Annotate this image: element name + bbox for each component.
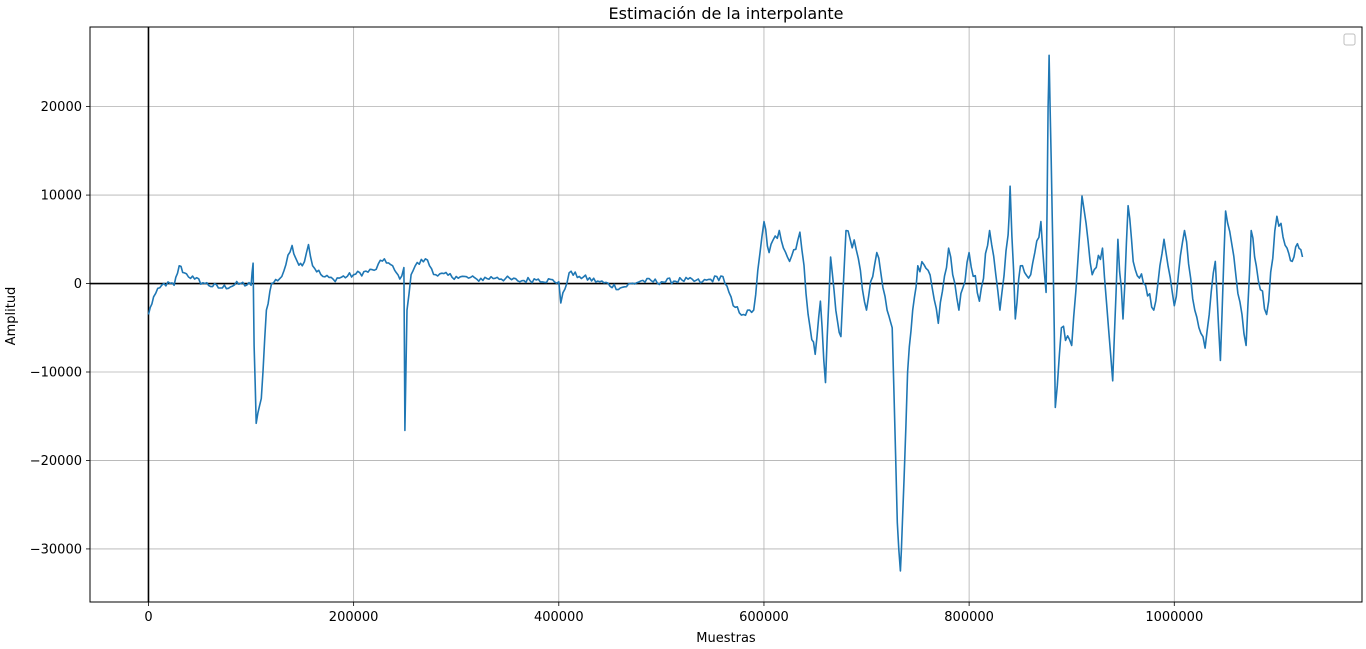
x-tick-label: 200000: [329, 610, 379, 625]
y-tick-label: −10000: [30, 366, 82, 381]
series-line: [147, 54, 1304, 572]
y-tick-label: 20000: [41, 100, 82, 115]
reference-lines: [90, 27, 1362, 602]
plot-frame: [89, 26, 1363, 603]
x-tick-label: 1000000: [1145, 610, 1203, 625]
y-tick-label: −30000: [30, 542, 82, 557]
y-axis-label: Amplitud: [4, 287, 19, 346]
series-layer: [147, 54, 1304, 572]
x-tick-label: 600000: [739, 610, 789, 625]
x-tick-label: 0: [144, 610, 152, 625]
x-tick-label: 400000: [534, 610, 584, 625]
y-tick-label: 10000: [41, 189, 82, 204]
y-axis-ticks: −30000 −20000 −10000 0 10000 20000: [30, 100, 90, 557]
y-tick-label: 0: [74, 277, 82, 292]
x-axis-ticks: 0 200000 400000 600000 800000 1000000: [144, 602, 1203, 625]
legend-box: [1343, 33, 1356, 46]
x-axis-label: Muestras: [696, 631, 756, 646]
y-tick-label: −20000: [30, 454, 82, 469]
chart-title: Estimación de la interpolante: [609, 4, 844, 23]
x-tick-label: 800000: [944, 610, 994, 625]
